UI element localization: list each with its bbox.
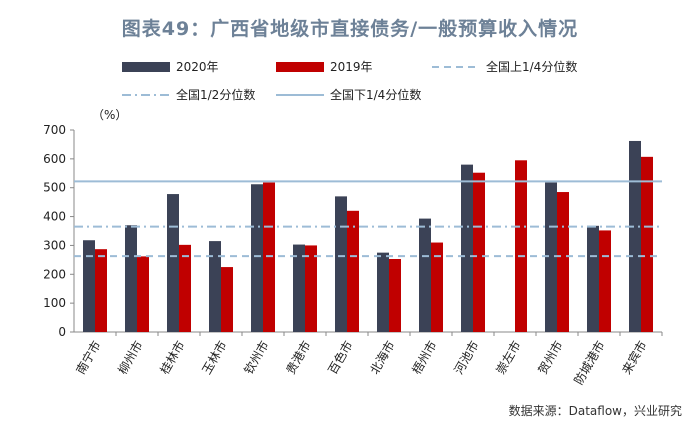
bar-2019-3 — [221, 267, 233, 332]
x-tick-label: 桂林市 — [157, 338, 188, 377]
bar-2019-2 — [179, 244, 191, 332]
bar-2019-4 — [263, 182, 275, 332]
x-tick-label: 柳州市 — [115, 338, 146, 377]
legend-label-2019: 2019年 — [330, 60, 373, 74]
legend-swatch-2019 — [276, 62, 324, 72]
bar-2020-5 — [293, 244, 305, 332]
x-tick-label: 贺州市 — [535, 338, 566, 377]
bar-2019-8 — [431, 242, 443, 332]
legend-label-upper-quartile: 全国上1/4分位数 — [486, 60, 578, 74]
x-tick-label: 崇左市 — [493, 338, 524, 377]
bar-2020-9 — [461, 164, 473, 332]
bar-2019-7 — [389, 258, 401, 332]
bar-2019-6 — [347, 210, 359, 332]
y-tick-label: 400 — [43, 210, 66, 224]
bar-2020-6 — [335, 196, 347, 332]
x-tick-label: 钦州市 — [241, 338, 272, 377]
legend-item-upper-quartile: 全国上1/4分位数 — [432, 60, 612, 74]
bar-2020-2 — [167, 194, 179, 332]
y-tick-label: 700 — [43, 123, 66, 137]
x-tick-label: 玉林市 — [199, 338, 230, 377]
y-tick-label: 500 — [43, 181, 66, 195]
x-tick-label: 防城港市 — [571, 338, 608, 387]
y-axis-unit-label: （%） — [92, 108, 128, 122]
legend-item-lower-quartile: 全国下1/4分位数 — [276, 88, 456, 102]
y-tick-label: 200 — [43, 267, 66, 281]
x-tick-label: 梧州市 — [409, 338, 440, 377]
legend-label-lower-quartile: 全国下1/4分位数 — [330, 88, 422, 102]
bar-2019-12 — [599, 230, 611, 332]
x-tick-label: 来宾市 — [619, 338, 650, 377]
bar-2020-3 — [209, 241, 221, 332]
bar-2020-0 — [83, 240, 95, 332]
bar-2020-13 — [629, 140, 641, 332]
y-tick-label: 100 — [43, 296, 66, 310]
bar-2020-12 — [587, 225, 599, 332]
x-tick-label: 贵港市 — [283, 338, 314, 377]
bar-2020-7 — [377, 252, 389, 332]
bar-2020-8 — [419, 218, 431, 332]
x-tick-label: 百色市 — [325, 338, 356, 377]
bar-2020-4 — [251, 184, 263, 332]
bar-2020-11 — [545, 182, 557, 332]
x-tick-label: 南宁市 — [73, 338, 104, 377]
bar-2019-1 — [137, 256, 149, 332]
y-tick-label: 600 — [43, 152, 66, 166]
chart-title: 图表49：广西省地级市直接债务/一般预算收入情况 — [121, 18, 579, 40]
legend-item-2019: 2019年 — [276, 60, 396, 74]
legend-item-median: 全国1/2分位数 — [122, 88, 302, 102]
bar-2019-13 — [641, 156, 653, 332]
legend-swatch-upper-quartile — [432, 66, 480, 68]
legend-swatch-median — [122, 94, 170, 96]
bar-2019-10 — [515, 160, 527, 332]
bar-2020-1 — [125, 225, 137, 332]
x-tick-label: 北海市 — [367, 338, 398, 377]
bar-2019-0 — [95, 249, 107, 332]
y-tick-label: 0 — [58, 325, 66, 339]
legend-swatch-lower-quartile — [276, 94, 324, 96]
bar-2019-5 — [305, 245, 317, 332]
bar-2019-11 — [557, 192, 569, 332]
legend-label-median: 全国1/2分位数 — [176, 88, 256, 102]
legend-item-2020: 2020年 — [122, 60, 242, 74]
source-note: 数据来源：Dataflow，兴业研究 — [508, 404, 682, 418]
bar-2019-9 — [473, 172, 485, 332]
legend: 2020年 2019年 全国上1/4分位数 全国1/2分位数 全国下1/4分位数 — [0, 0, 700, 120]
legend-label-2020: 2020年 — [176, 60, 219, 74]
x-tick-label: 河池市 — [451, 338, 482, 377]
y-tick-label: 300 — [43, 238, 66, 252]
legend-swatch-2020 — [122, 62, 170, 72]
